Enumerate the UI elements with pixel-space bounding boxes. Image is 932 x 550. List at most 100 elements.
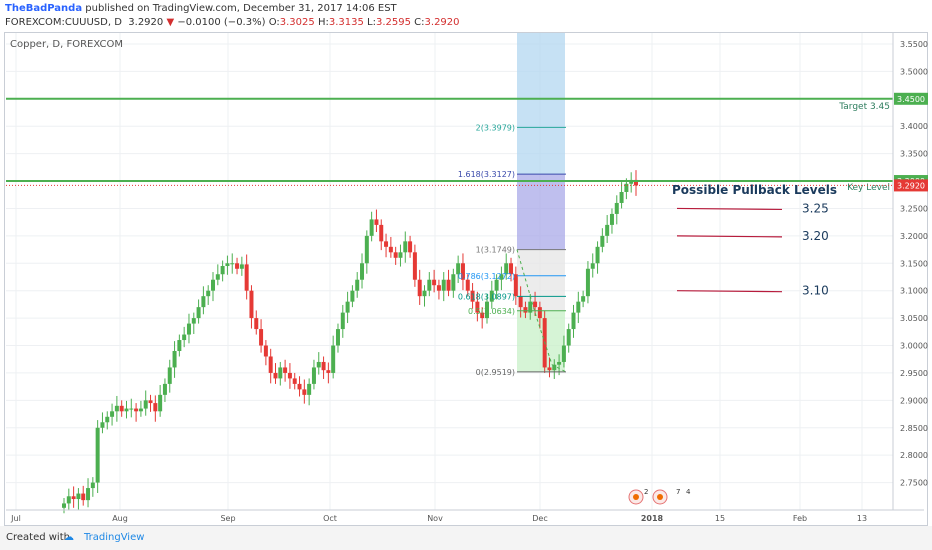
candle-body [417,279,422,297]
candle-body [590,263,595,269]
candle-body [211,279,216,291]
candle-body [230,263,235,265]
candle-body [259,329,264,346]
pullback-line [676,290,783,293]
candle [494,274,499,300]
candle-body [191,318,196,324]
candle-body [504,263,509,275]
candle-body [138,408,143,412]
price-label: 3.4500 [894,92,928,105]
candle-body [345,301,350,313]
candle-body [201,296,206,308]
candle [134,403,139,422]
fib-level-label: 0(2.9519) [476,368,515,377]
candle-body [566,329,571,346]
candle-body [186,323,191,335]
y-tick-label: 3.5000 [900,67,928,76]
candle [460,253,465,291]
candle-body [162,383,167,395]
candle-body [614,202,619,214]
event-badge-icon [628,489,644,505]
high-value: 3.3135 [328,17,364,28]
candle-body [225,263,230,267]
x-tick-label: 2018 [641,514,664,523]
candle [504,253,509,280]
candle-body [158,394,163,412]
candle-body [302,389,307,395]
y-tick-label: 3.1500 [900,259,928,268]
candle-body [360,263,365,280]
candle-body [196,307,201,319]
candle [254,310,259,335]
price-chart[interactable]: 0(2.9519) 0.5(3.0634) 0.618(3.0897) 0.786(3… [0,0,932,526]
horizontal-level-label: Key Level [847,183,890,193]
candle [90,477,95,497]
tradingview-brand[interactable]: TradingView [84,532,145,543]
y-tick-label: 3.5500 [900,40,928,49]
candles [62,170,638,514]
candle [595,241,600,274]
candle-body [609,213,614,225]
candle [148,394,153,412]
candle-body [388,246,393,253]
horizontal-level-label: Target 3.45 [838,102,890,112]
candle [379,219,384,251]
candle-body [619,192,624,203]
fib-zones [517,33,565,372]
candle [417,269,422,305]
candle [509,257,514,282]
price-label-text: 3.2920 [897,181,925,190]
candle [605,215,610,243]
candle [374,209,379,233]
candle-body [263,345,268,357]
candle [456,255,461,284]
candle [422,285,427,307]
candle-body [576,301,581,313]
y-tick-label: 2.7500 [900,479,928,488]
price-label-bg [894,92,928,105]
candle [186,313,191,344]
y-tick-label: 3.0000 [900,342,928,351]
candle-body [335,329,340,346]
candle-body [110,411,115,417]
x-tick-label: Feb [793,514,807,523]
candle [403,231,408,263]
candle [571,304,576,338]
pullback-line [676,207,783,211]
candle [62,497,66,514]
candle [614,195,619,225]
candle [268,348,273,384]
fib-level-label: 2(3.3979) [476,123,515,132]
candle [518,286,523,318]
y-tick-label: 2.8000 [900,451,928,460]
author-link[interactable]: TheBadPanda [5,3,83,14]
change-arrow-icon: ▼ [166,17,175,28]
close-label: C: [414,17,425,28]
candle [307,378,312,406]
low-value: 3.2595 [375,17,411,28]
candle [528,293,533,320]
candle [220,260,225,282]
event-badge-count: 7 [676,488,680,496]
candle-body [441,279,446,291]
x-tick-label: 13 [857,514,867,523]
fib-zone [517,310,565,372]
candle [287,363,292,389]
candle [182,326,187,348]
candle-body [408,241,413,253]
tradingview-logo-icon[interactable]: ☁ [64,532,74,543]
time-axis: Jul Aug Sep Oct Nov Dec 2018 15 Feb 13 [6,509,924,523]
candle-body [249,290,254,319]
close-value: 3.2920 [424,17,460,28]
fib-zone [517,33,565,175]
candle [177,334,182,357]
candle [86,478,91,508]
candle [167,359,172,393]
candle [191,312,196,335]
candle-body [62,503,66,508]
event-badge-count: 4 [686,488,691,496]
candle [475,291,480,322]
candle [489,280,494,309]
event-badge-dot [657,494,663,500]
candle-body [167,367,172,384]
